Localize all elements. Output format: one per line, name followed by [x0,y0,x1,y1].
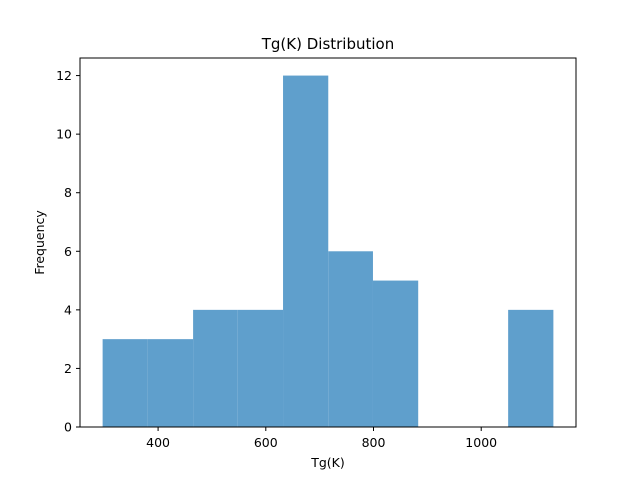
y-tick-label: 8 [64,185,72,200]
chart-title: Tg(K) Distribution [261,35,395,53]
histogram-bar-7 [372,280,419,427]
y-tick-label: 4 [64,302,72,317]
histogram-bar-6 [328,251,373,427]
y-tick-label: 12 [56,68,72,83]
x-tick-label: 400 [146,435,170,450]
x-tick-label: 1000 [465,435,497,450]
histogram-bar-4 [237,309,284,427]
y-tick-label: 0 [64,420,72,435]
y-axis-label: Frequency [32,210,47,275]
y-tick-label: 6 [64,244,72,259]
x-ticks-group: 400 600 800 1000 [146,427,497,450]
histogram-bar-5 [283,75,329,428]
histogram-bar-1 [102,339,148,427]
y-ticks-group: 0 2 4 6 8 10 12 [56,68,80,435]
bars-group [102,75,554,428]
histogram-bar-2 [147,339,194,427]
x-tick-label: 800 [362,435,386,450]
y-tick-label: 2 [64,361,72,376]
axes-frame [79,57,577,428]
x-tick-label: 600 [254,435,278,450]
histogram-bar-10 [508,309,554,427]
x-axis-label: Tg(K) [310,455,345,470]
histogram-bar-3 [193,309,238,427]
y-tick-label: 10 [56,127,72,142]
